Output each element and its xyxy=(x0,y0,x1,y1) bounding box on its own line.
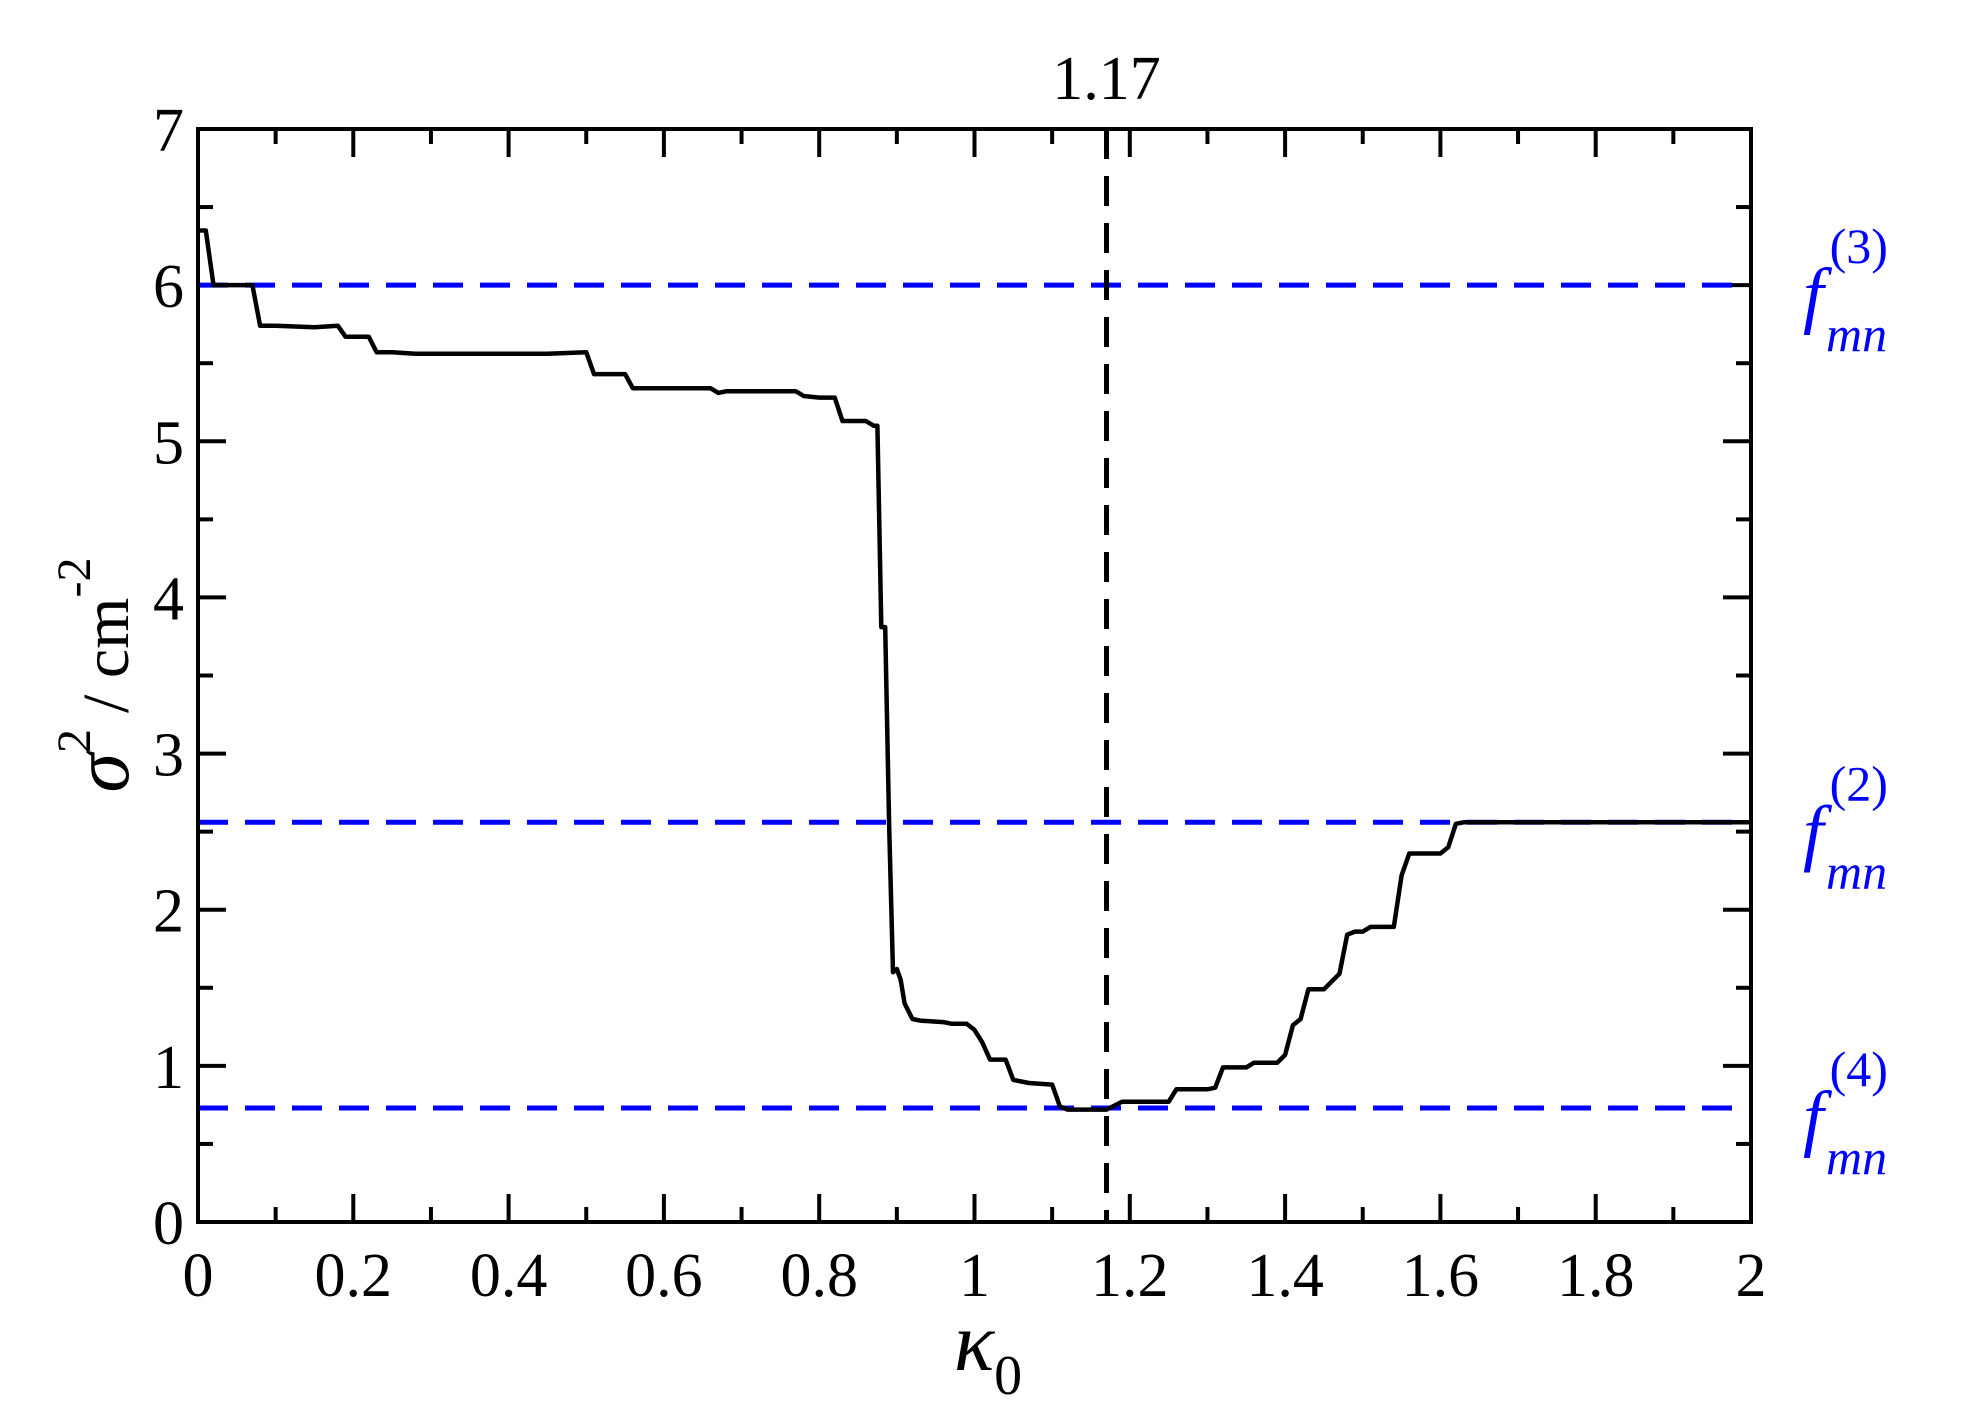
x-axis-title: κ0 xyxy=(954,1296,1022,1407)
y-tick-label: 6 xyxy=(153,253,184,321)
x-tick-label: 0.2 xyxy=(315,1242,393,1310)
y-tick-label: 0 xyxy=(153,1190,184,1258)
x-tick-label: 1.6 xyxy=(1402,1242,1480,1310)
ref-label-superscript: (4) xyxy=(1830,1041,1888,1097)
y-tick-label: 5 xyxy=(153,409,184,477)
y-tick-label: 7 xyxy=(153,97,184,165)
x-tick-label: 0.4 xyxy=(470,1242,548,1310)
series-layer xyxy=(198,228,1751,1112)
ref-label-superscript: (3) xyxy=(1830,218,1888,274)
series-line xyxy=(198,228,1751,1112)
y-tick-label: 4 xyxy=(153,565,184,633)
x-axis-title-subscript: 0 xyxy=(994,1345,1022,1407)
reference-line-label: f(3) xyxy=(1803,218,1888,336)
ticks-layer xyxy=(196,127,1753,1224)
x-axis-title-symbol: κ xyxy=(954,1296,996,1389)
plot-frame xyxy=(196,127,1753,1224)
reference-lines-layer xyxy=(198,129,1751,1222)
ref-label-subscript: mn xyxy=(1826,1129,1887,1185)
x-tick-label: 1 xyxy=(959,1242,990,1310)
y-axis-title-superscript: 2 xyxy=(48,729,101,753)
y-tick-label: 3 xyxy=(153,722,184,790)
y-tick-label: 2 xyxy=(153,878,184,946)
x-tick-label: 1.4 xyxy=(1246,1242,1324,1310)
ref-label-subscript: mn xyxy=(1826,306,1887,362)
y-axis-title: σ2 / cm-2 xyxy=(48,558,146,793)
y-axis-title-exponent: -2 xyxy=(48,558,101,598)
x-tick-label: 2 xyxy=(1736,1242,1767,1310)
x-tick-label: 1.8 xyxy=(1557,1242,1635,1310)
ref-label-superscript: (2) xyxy=(1830,755,1888,811)
x-tick-label: 0.8 xyxy=(780,1242,858,1310)
ref-label-subscript: mn xyxy=(1826,843,1887,899)
y-tick-label: 1 xyxy=(153,1034,184,1102)
x-tick-label: 1.2 xyxy=(1091,1242,1169,1310)
y-axis-title-unit: / cm xyxy=(70,598,143,713)
reference-line-label: 1.17 xyxy=(1052,45,1161,113)
x-tick-label: 0 xyxy=(183,1242,214,1310)
x-tick-label: 0.6 xyxy=(625,1242,703,1310)
tick-labels-layer: 0 0.2 0.4 0.6 0.8 1 1.2 1.4 1.6 1.8 201234567f(3)m… xyxy=(153,45,1888,1310)
y-axis-title-symbol: σ xyxy=(58,750,146,792)
